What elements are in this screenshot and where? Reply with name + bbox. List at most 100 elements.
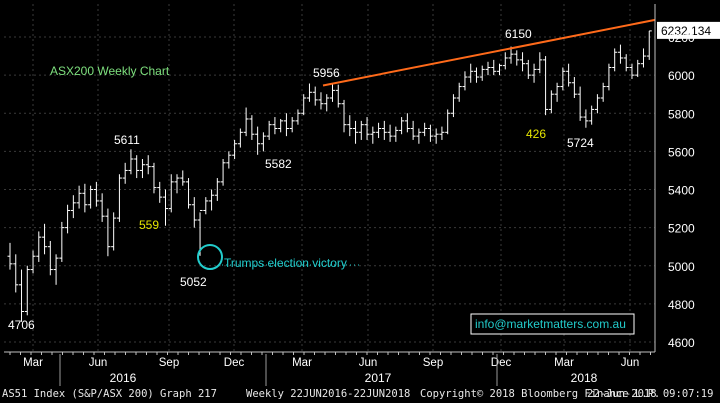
ohlc-bar [566, 63, 572, 87]
ohlc-bar [226, 151, 232, 169]
last-value-label: 6232.134 [661, 24, 711, 38]
ohlc-bar [7, 242, 13, 270]
y-tick-label: 6200 [668, 31, 695, 45]
annotation-label: 559 [139, 218, 159, 232]
ohlc-bar [232, 139, 238, 159]
x-tick-label: Sep [423, 357, 443, 369]
ohlc-bar [295, 109, 301, 125]
x-tick-label: Mar [554, 357, 574, 369]
ohlc-bar [462, 71, 468, 91]
footer-index-label: AS51 Index (S&P/ASX 200) Graph 217 [2, 388, 217, 400]
ohlc-bar [560, 67, 566, 91]
annotation-label: Trumps election victory [224, 256, 347, 270]
ohlc-bar [422, 122, 428, 137]
ohlc-bar [283, 113, 289, 137]
ohlc-bar [255, 126, 261, 155]
ohlc-bar [139, 159, 145, 179]
ohlc-bar [330, 83, 335, 102]
ohlc-bar [13, 254, 19, 293]
ohlc-bar [53, 254, 59, 285]
ohlc-bar [209, 189, 215, 211]
ohlc-bar [583, 109, 589, 128]
chart-overlays: 4706 5611 559 5052 Trumps election victory 55… [8, 18, 720, 335]
x-tick-label: Jun [359, 357, 378, 369]
annotation-label: 426 [526, 127, 546, 141]
ohlc-bar [324, 94, 330, 112]
ohlc-bar [243, 107, 249, 137]
ohlc-bar [439, 126, 445, 140]
ohlc-bar [485, 61, 491, 76]
ohlc-bar [445, 109, 451, 135]
ohlc-bar [543, 56, 549, 116]
ohlc-bar [122, 162, 128, 184]
x-tick-label: Jun [621, 357, 640, 369]
annotation-label: 5611 [114, 133, 140, 147]
ohlc-bar [508, 46, 514, 64]
ohlc-bar [93, 181, 99, 207]
ohlc-bar [577, 86, 583, 121]
ohlc-bar [514, 50, 520, 66]
annotation-label: 5724 [567, 136, 594, 150]
ohlc-bar [278, 118, 284, 133]
year-label: 2017 [365, 371, 392, 385]
ohlc-bar [47, 240, 53, 276]
ohlc-bar [589, 105, 595, 125]
year-label: 2018 [571, 371, 598, 385]
ohlc-bar [59, 221, 65, 262]
ohlc-bar [30, 250, 36, 274]
ohlc-bar [416, 128, 422, 144]
ohlc-bar [617, 44, 623, 64]
ohlc-bar [376, 122, 382, 139]
footer-bar: AS51 Index (S&P/ASX 200) Graph 217 Weekl… [0, 386, 720, 403]
ohlc-bar [237, 128, 243, 148]
ohlc-bar [24, 265, 30, 316]
ohlc-bar [404, 113, 410, 133]
annotation-label: 5052 [180, 275, 207, 289]
y-axis: 4600 4800 5000 5200 5400 5600 5800 6000 6200 [654, 4, 695, 352]
ohlc-bar [145, 155, 151, 175]
ohlc-bar [306, 83, 312, 102]
ohlc-bar [105, 208, 111, 257]
ohlc-bar [502, 52, 508, 70]
y-tick-label: 5200 [668, 222, 695, 236]
ohlc-bar [497, 63, 503, 76]
ohlc-bar [606, 63, 612, 91]
ohlc-bar [151, 162, 157, 194]
annotation-label: 4706 [8, 318, 35, 332]
ohlc-bar [491, 59, 497, 76]
chart-grid [4, 4, 655, 352]
ohlc-bar [399, 117, 405, 135]
ohlc-bar [197, 209, 203, 256]
ohlc-bar [88, 185, 94, 209]
ohlc-bar [594, 94, 600, 114]
ohlc-bar [272, 117, 278, 135]
ohlc-bar [473, 67, 479, 83]
ohlc-bar [70, 195, 76, 219]
ohlc-bar [393, 126, 399, 142]
ohlc-bar [168, 174, 174, 213]
x-tick-label: Dec [224, 357, 245, 369]
ohlc-bar [456, 82, 462, 102]
ohlc-bar [370, 126, 376, 144]
ohlc-bar [479, 65, 485, 81]
x-tick-label: Mar [23, 357, 43, 369]
price-bars [7, 30, 652, 322]
y-tick-label: 4600 [668, 336, 695, 350]
ohlc-bar [180, 170, 186, 186]
annotation-label: 5582 [265, 157, 292, 171]
footer-copyright: Copyright© 2018 Bloomberg Finance L.P. [420, 388, 661, 400]
ohlc-bar [82, 183, 88, 213]
x-tick-label: Dec [491, 357, 512, 369]
year-label: 2016 [110, 371, 137, 385]
ohlc-bar [157, 181, 163, 203]
ohlc-bar [76, 185, 82, 209]
ohlc-bar [387, 124, 393, 142]
annotation-label: 5956 [313, 66, 340, 80]
ohlc-bar [531, 63, 537, 83]
ohlc-bar [468, 63, 474, 83]
ohlc-bar [116, 174, 122, 222]
ohlc-bar [427, 124, 433, 142]
ohlc-bar [353, 120, 359, 144]
ohlc-bar [249, 115, 255, 140]
